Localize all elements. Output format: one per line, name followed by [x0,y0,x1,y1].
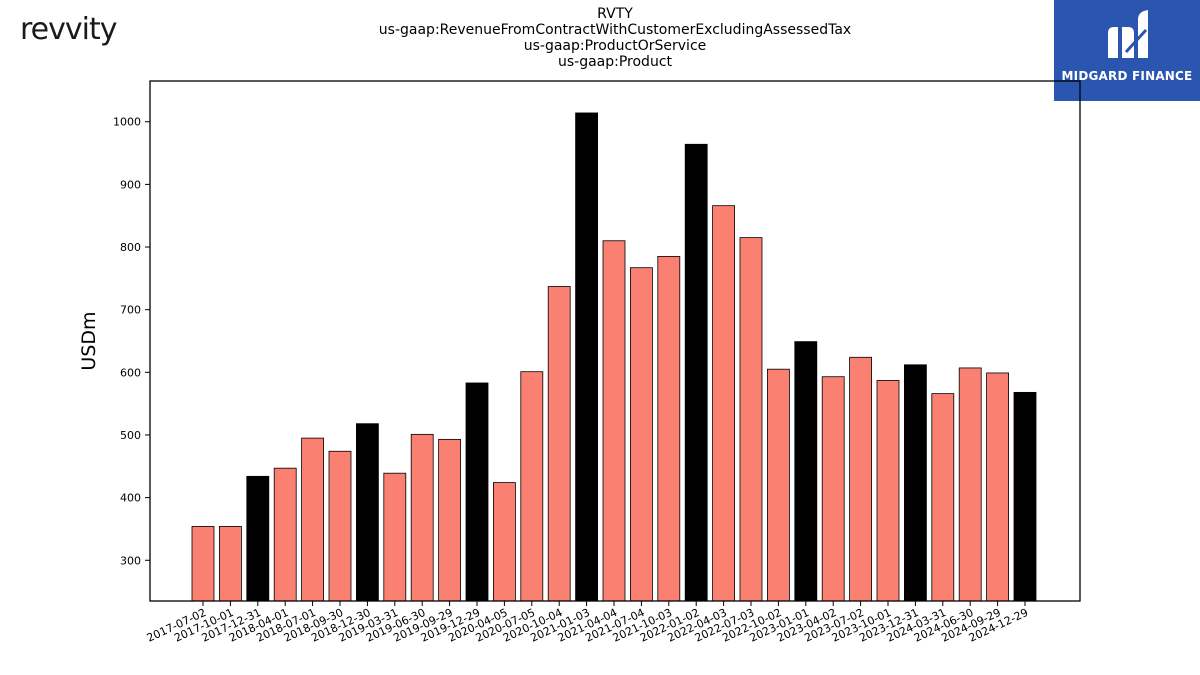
bar [876,380,900,602]
bar [739,237,763,602]
title-line-axis: us-gaap:ProductOrService [523,38,707,54]
title-line-concept: us-gaap:RevenueFromContractWithCustomerE… [378,22,852,38]
bar [246,475,270,602]
bar [849,356,872,602]
bar [904,364,927,602]
midgard-finance-logo: MIDGARD FINANCE [1054,0,1200,101]
y-tick-label: 700 [120,304,141,317]
bar [931,393,955,602]
bar [438,438,462,602]
bar [986,372,1009,602]
bar [273,467,297,602]
partner-name: MIDGARD FINANCE [1061,69,1193,83]
title-line-member: us-gaap:Product [557,54,673,70]
y-tick-label: 600 [120,366,141,379]
bar [958,367,982,602]
bar [657,256,681,602]
y-axis-label: USDm [78,311,100,370]
bar [1013,391,1037,602]
y-tick-label: 400 [120,492,141,505]
y-tick-label: 500 [120,429,141,442]
y-tick-label: 300 [120,554,141,567]
bar [602,240,626,602]
plot-frame [149,80,1081,602]
bar [465,382,489,602]
revvity-logo: revvity [20,12,117,47]
bar [328,450,352,602]
bar [301,437,325,602]
bar [547,286,571,602]
chart-title: RVTY us-gaap:RevenueFromContractWithCust… [0,6,1200,70]
bar [630,267,653,602]
title-line-ticker: RVTY [597,6,633,22]
bar [684,143,708,602]
bar [492,482,516,602]
bar [767,368,790,602]
bar [355,423,379,602]
bar [520,371,544,602]
bar [821,376,845,602]
bar [191,526,215,602]
bar [218,526,242,602]
y-tick-label: 900 [120,178,141,191]
y-tick-label: 800 [120,241,141,254]
bar [575,112,598,602]
bar [383,472,407,602]
midgard-emblem-icon [1108,10,1148,58]
bar [712,205,735,602]
y-tick-label: 1000 [113,116,141,129]
bar [410,433,434,602]
bar [794,341,818,602]
